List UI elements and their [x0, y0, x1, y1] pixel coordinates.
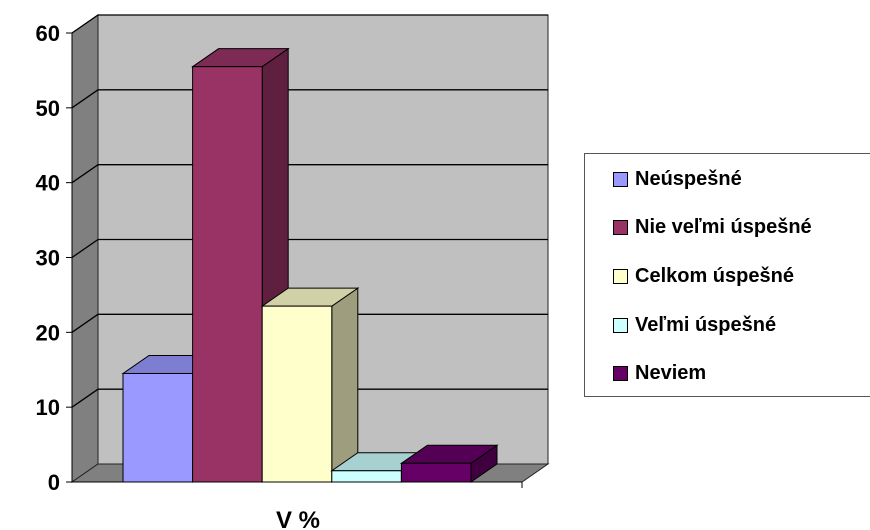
bar-side: [331, 287, 359, 483]
legend-label: Veľmi úspešné: [635, 313, 777, 336]
gridlines: [71, 14, 548, 408]
y-tick-label: 50: [36, 96, 60, 121]
legend-label: Celkom úspešné: [635, 264, 794, 287]
legend-swatch: [613, 317, 628, 333]
bar-2: [190, 47, 290, 483]
x-axis-label: V %: [276, 507, 320, 530]
bars: [121, 47, 499, 483]
bar-front: [331, 470, 402, 483]
legend-swatch: [613, 171, 628, 187]
legend: Neúspešné Nie veľmi úspešné Celkom úspešné…: [584, 153, 870, 397]
legend-label: Nie veľmi úspešné: [635, 215, 812, 238]
gridline: [71, 238, 548, 259]
bar-3: [260, 287, 360, 483]
bar-front: [261, 305, 333, 483]
legend-item: Veľmi úspešné: [613, 312, 776, 338]
y-tick-label: 0: [48, 470, 60, 495]
legend-item: Neúspešné: [613, 166, 742, 192]
gridline: [71, 89, 548, 109]
gridline: [71, 164, 548, 184]
legend-label: Neviem: [635, 361, 707, 384]
y-tick-label: 10: [36, 395, 60, 420]
y-tick-labels: 0 10 20 30 40 50 60: [36, 21, 60, 495]
gridline: [71, 313, 548, 333]
y-tick-label: 40: [36, 171, 60, 196]
y-tick-label: 30: [36, 246, 60, 271]
bar-front: [192, 66, 263, 483]
bar-5: [399, 444, 499, 483]
legend-item: Neviem: [613, 360, 706, 386]
bar-front: [400, 462, 472, 483]
legend-swatch: [613, 365, 628, 381]
legend-swatch: [613, 219, 628, 235]
legend-item: Celkom úspešné: [613, 263, 794, 289]
legend-label: Neúspešné: [635, 167, 742, 190]
legend-swatch: [613, 268, 628, 284]
gridline: [71, 388, 548, 408]
bar-front: [122, 372, 194, 483]
gridline: [71, 14, 548, 34]
legend-item: Nie veľmi úspešné: [613, 214, 812, 240]
y-tick-label: 20: [36, 320, 60, 345]
y-tick-label: 60: [36, 21, 60, 46]
